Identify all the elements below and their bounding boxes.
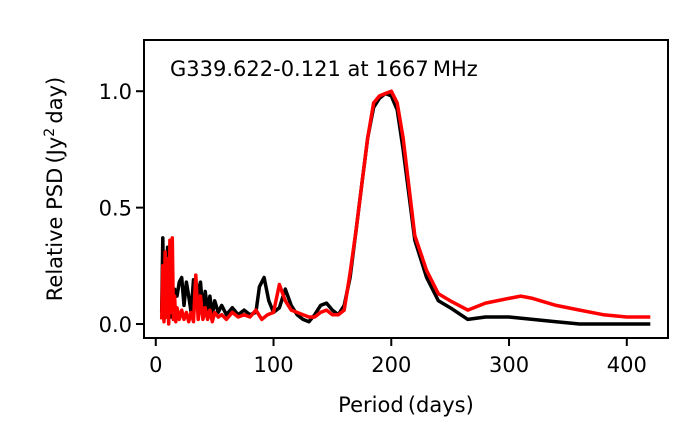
- x-tick-label: 300: [489, 353, 529, 377]
- y-tick-label: 1.0: [99, 80, 132, 104]
- y-axis-label: Relative PSD (Jy2 day): [42, 77, 67, 301]
- x-tick-label: 200: [371, 353, 411, 377]
- chart-title: G339.622-0.121 at 1667 MHz: [170, 57, 478, 81]
- y-axis-ticks: 0.0 0.5 1.0: [99, 80, 144, 337]
- y-axis-label-superscript: 2: [42, 128, 58, 137]
- series-line-1: [159, 91, 651, 326]
- x-axis-label: Period (days): [338, 393, 474, 417]
- x-tick-label: 0: [149, 353, 162, 377]
- plot-frame: [143, 39, 669, 339]
- y-tick-label: 0.0: [99, 313, 132, 337]
- series-line-2: [159, 89, 651, 326]
- x-axis-ticks: 0 100 200 300 400: [149, 338, 647, 377]
- y-axis-label-main: Relative PSD (Jy: [43, 137, 67, 302]
- x-tick-label: 100: [253, 353, 293, 377]
- x-tick-label: 400: [607, 353, 647, 377]
- plot-lines: [159, 89, 651, 326]
- y-tick-label: 0.5: [99, 197, 132, 221]
- y-axis-label-end: day): [43, 77, 67, 128]
